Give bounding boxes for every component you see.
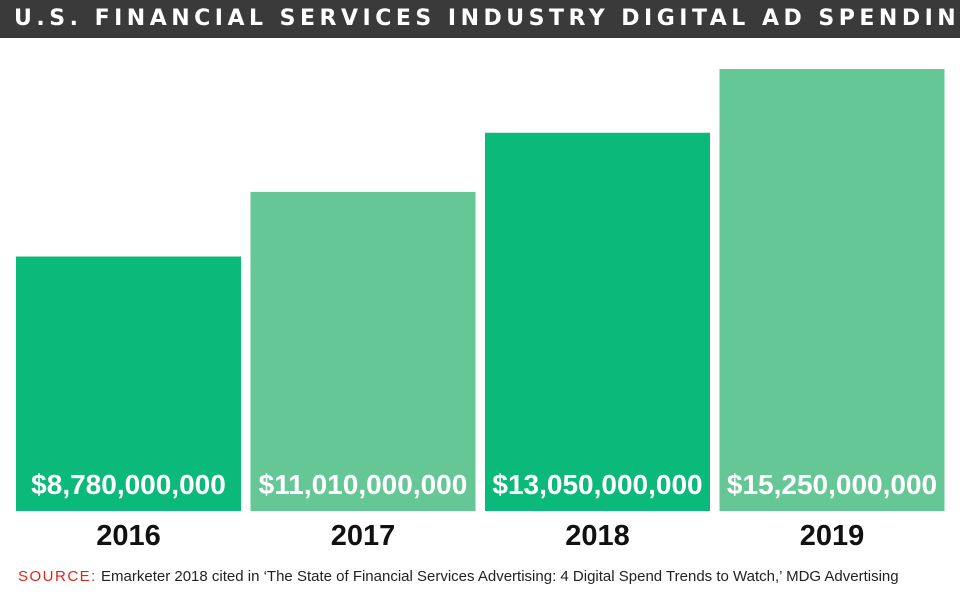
- bar-2016: [16, 256, 241, 511]
- bar-chart: $8,780,000,000 2016 $11,010,000,000 2017 $13…: [16, 69, 945, 552]
- x-tick-label-2016: 2016: [96, 520, 161, 552]
- data-label-2017: $11,010,000,000: [259, 469, 468, 500]
- source-note: SOURCE: Emarketer 2018 cited in ‘The Sta…: [18, 568, 899, 585]
- data-label-2016: $8,780,000,000: [31, 469, 226, 500]
- x-tick-label-2017: 2017: [331, 520, 396, 552]
- data-label-2018: $13,050,000,000: [492, 469, 702, 500]
- source-text: Emarketer 2018 cited in ‘The State of Fi…: [101, 568, 899, 585]
- bar-2017: [250, 191, 476, 511]
- chart-title: U.S. FINANCIAL SERVICES INDUSTRY DIGITAL…: [14, 6, 960, 31]
- x-tick-label-2019: 2019: [800, 520, 865, 552]
- bar-2019: [719, 69, 945, 511]
- x-tick-label-2018: 2018: [565, 520, 630, 552]
- source-label: SOURCE:: [18, 568, 97, 585]
- title-bar: U.S. FINANCIAL SERVICES INDUSTRY DIGITAL…: [0, 0, 960, 38]
- data-label-2019: $15,250,000,000: [727, 469, 937, 500]
- bar-2018: [485, 132, 710, 512]
